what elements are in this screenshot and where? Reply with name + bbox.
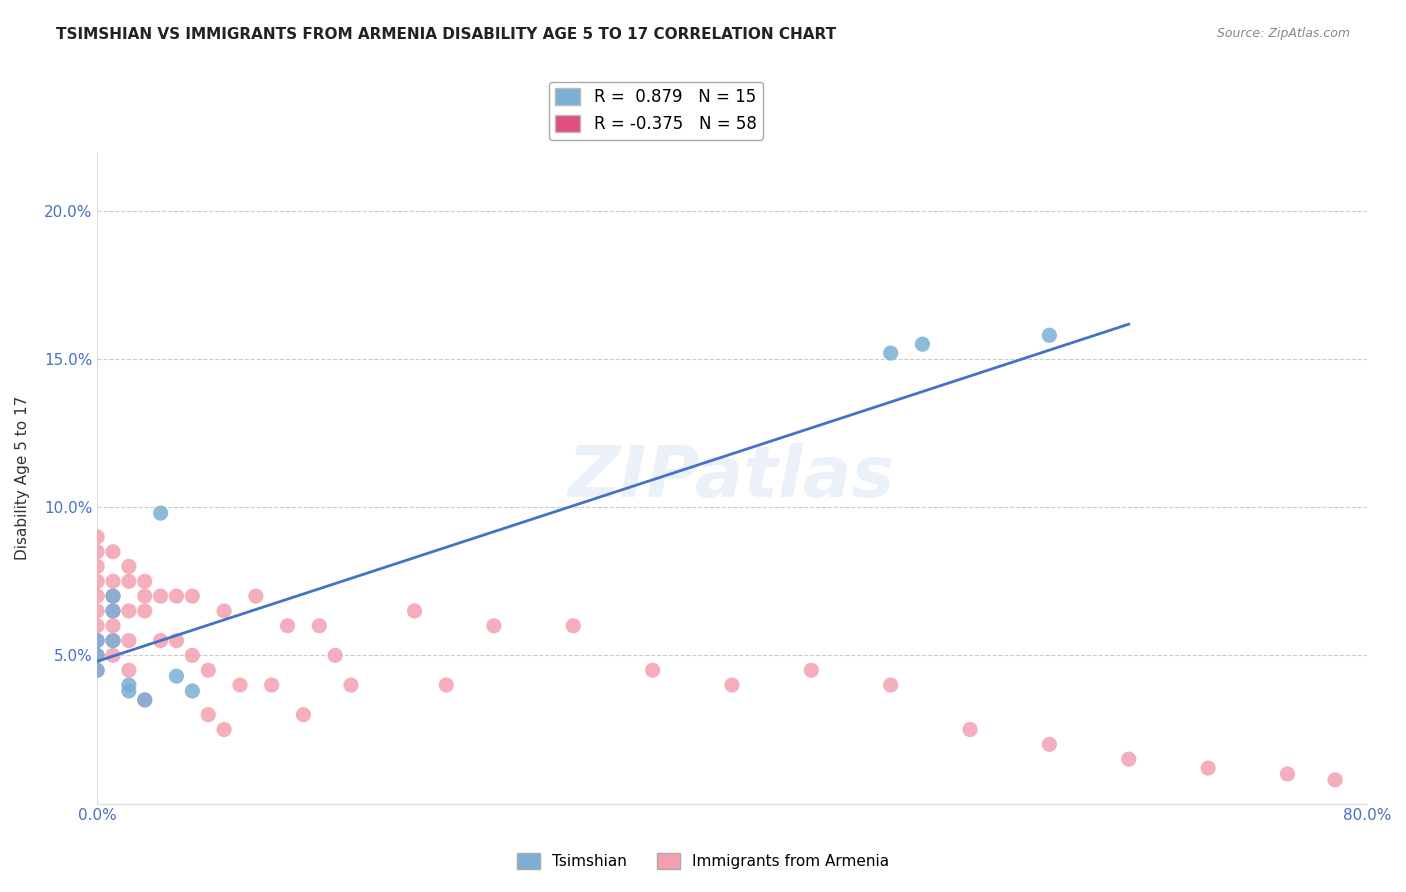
Point	[879, 678, 901, 692]
Point	[166, 633, 188, 648]
Point	[197, 707, 219, 722]
Point	[134, 604, 156, 618]
Point	[911, 337, 934, 351]
Point	[118, 559, 141, 574]
Point	[1197, 761, 1219, 775]
Point	[292, 707, 315, 722]
Point	[86, 544, 108, 558]
Point	[118, 678, 141, 692]
Point	[1324, 772, 1347, 787]
Point	[641, 663, 664, 677]
Point	[562, 619, 585, 633]
Point	[277, 619, 299, 633]
Point	[197, 663, 219, 677]
Point	[101, 604, 124, 618]
Point	[101, 648, 124, 663]
Point	[149, 589, 172, 603]
Point	[118, 663, 141, 677]
Point	[181, 589, 204, 603]
Point	[166, 669, 188, 683]
Point	[101, 619, 124, 633]
Point	[404, 604, 426, 618]
Point	[86, 530, 108, 544]
Point	[1118, 752, 1140, 766]
Point	[86, 648, 108, 663]
Point	[959, 723, 981, 737]
Point	[86, 633, 108, 648]
Point	[86, 619, 108, 633]
Point	[181, 684, 204, 698]
Point	[101, 589, 124, 603]
Point	[101, 544, 124, 558]
Point	[181, 648, 204, 663]
Point	[118, 604, 141, 618]
Point	[118, 633, 141, 648]
Point	[134, 574, 156, 589]
Text: ZIPatlas: ZIPatlas	[568, 443, 896, 512]
Legend: R =  0.879   N = 15, R = -0.375   N = 58: R = 0.879 N = 15, R = -0.375 N = 58	[548, 81, 763, 140]
Y-axis label: Disability Age 5 to 17: Disability Age 5 to 17	[15, 395, 30, 559]
Point	[101, 604, 124, 618]
Point	[118, 574, 141, 589]
Point	[86, 559, 108, 574]
Point	[212, 723, 235, 737]
Point	[149, 633, 172, 648]
Point	[340, 678, 363, 692]
Point	[308, 619, 330, 633]
Text: Source: ZipAtlas.com: Source: ZipAtlas.com	[1216, 27, 1350, 40]
Point	[1038, 737, 1060, 751]
Point	[86, 604, 108, 618]
Point	[212, 604, 235, 618]
Point	[800, 663, 823, 677]
Point	[101, 589, 124, 603]
Point	[166, 589, 188, 603]
Point	[86, 663, 108, 677]
Legend: Tsimshian, Immigrants from Armenia: Tsimshian, Immigrants from Armenia	[510, 847, 896, 875]
Point	[323, 648, 346, 663]
Point	[245, 589, 267, 603]
Point	[1277, 767, 1299, 781]
Point	[879, 346, 901, 360]
Point	[86, 663, 108, 677]
Point	[721, 678, 744, 692]
Point	[86, 574, 108, 589]
Point	[86, 648, 108, 663]
Point	[229, 678, 252, 692]
Point	[134, 589, 156, 603]
Point	[118, 684, 141, 698]
Point	[101, 633, 124, 648]
Point	[149, 506, 172, 520]
Text: TSIMSHIAN VS IMMIGRANTS FROM ARMENIA DISABILITY AGE 5 TO 17 CORRELATION CHART: TSIMSHIAN VS IMMIGRANTS FROM ARMENIA DIS…	[56, 27, 837, 42]
Point	[134, 693, 156, 707]
Point	[434, 678, 457, 692]
Point	[1038, 328, 1060, 343]
Point	[482, 619, 505, 633]
Point	[86, 589, 108, 603]
Point	[134, 693, 156, 707]
Point	[86, 633, 108, 648]
Point	[260, 678, 283, 692]
Point	[101, 633, 124, 648]
Point	[101, 574, 124, 589]
